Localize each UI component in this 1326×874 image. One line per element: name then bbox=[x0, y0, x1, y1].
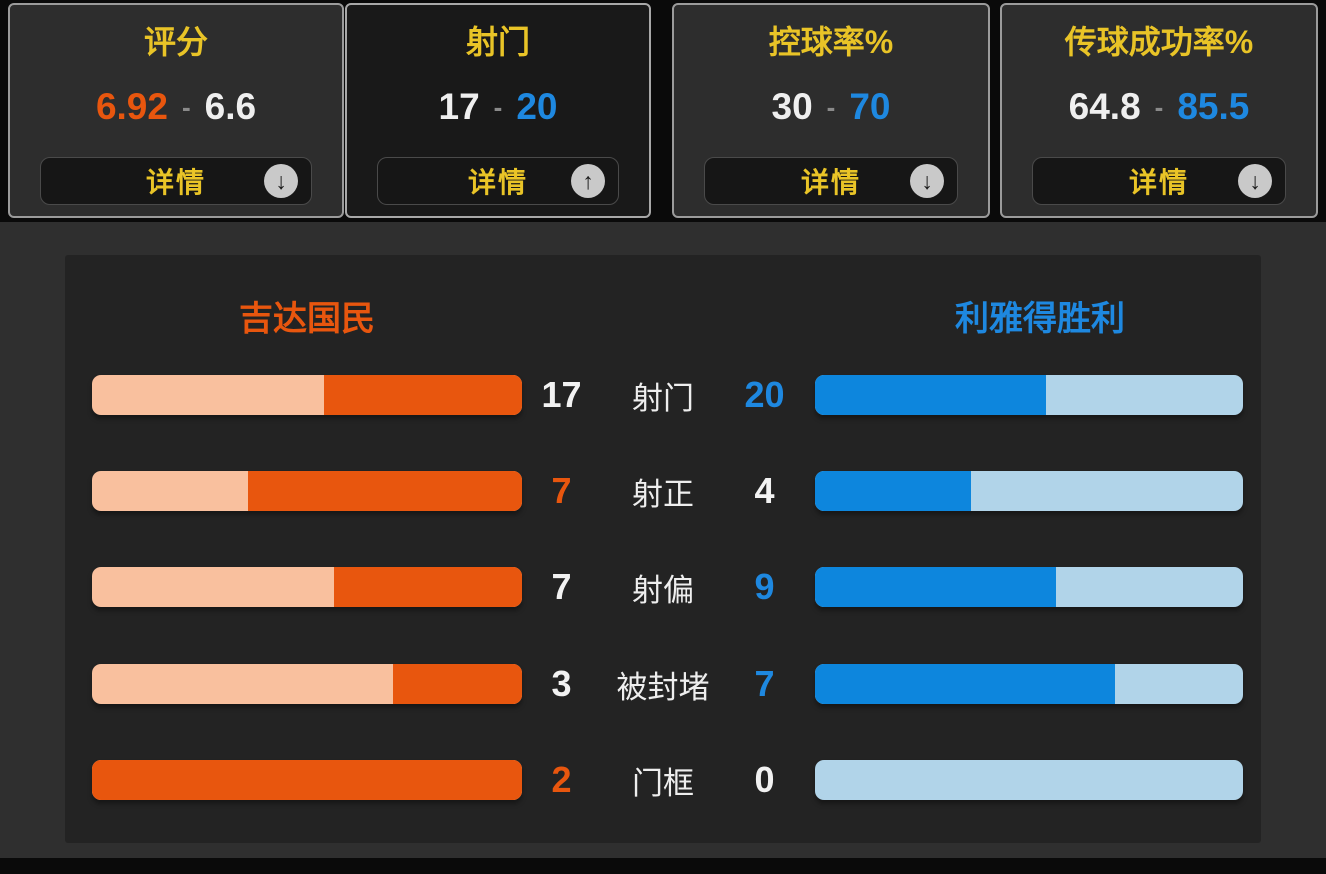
stat-tabs-bar: 评分 6.92 - 6.6 详情 ↓ 射门 17 - 20 详情 ↑ bbox=[0, 0, 1326, 222]
stat-label: 射正 bbox=[632, 476, 694, 512]
tab-possession[interactable]: 控球率% 30 - 70 详情 ↓ bbox=[672, 3, 990, 218]
away-stat-value: 4 bbox=[754, 470, 775, 511]
details-button[interactable]: 详情 ↓ bbox=[40, 157, 312, 205]
home-bar bbox=[92, 471, 522, 511]
away-value: 20 bbox=[516, 86, 558, 127]
home-stat-value: 3 bbox=[551, 663, 572, 704]
away-bar bbox=[815, 471, 1243, 511]
tab-values: 64.8 - 85.5 bbox=[1002, 81, 1316, 133]
details-button[interactable]: 详情 ↑ bbox=[377, 157, 619, 205]
home-stat-value: 7 bbox=[551, 470, 572, 511]
away-bar bbox=[815, 567, 1243, 607]
stat-label: 被封堵 bbox=[616, 669, 710, 705]
away-value: 6.6 bbox=[204, 86, 257, 127]
away-stat-value: 0 bbox=[754, 759, 775, 800]
home-bar bbox=[92, 664, 522, 704]
stat-row-blocked: 3 被封堵 7 bbox=[65, 663, 1261, 705]
away-bar bbox=[815, 664, 1243, 704]
stat-label: 射偏 bbox=[632, 572, 694, 608]
details-button-label: 详情 bbox=[1128, 167, 1189, 198]
tab-rating[interactable]: 评分 6.92 - 6.6 详情 ↓ bbox=[8, 3, 344, 218]
value-separator: - bbox=[493, 91, 503, 122]
tab-title: 传球成功率% bbox=[1064, 24, 1254, 60]
down-arrow-icon: ↓ bbox=[1238, 164, 1272, 198]
tab-values: 30 - 70 bbox=[674, 81, 988, 133]
details-button-label: 详情 bbox=[467, 167, 528, 198]
tab-title: 评分 bbox=[143, 24, 208, 60]
details-button[interactable]: 详情 ↓ bbox=[1032, 157, 1286, 205]
home-value: 6.92 bbox=[95, 86, 168, 127]
down-arrow-icon: ↓ bbox=[910, 164, 944, 198]
page-bottom-edge bbox=[0, 858, 1326, 874]
shots-detail-panel: 吉达国民 利雅得胜利 17 射门 20 7 射正 4 7 射偏 9 bbox=[65, 255, 1261, 843]
away-stat-value: 7 bbox=[754, 663, 775, 704]
stat-label: 射门 bbox=[632, 380, 694, 416]
tab-pass-success[interactable]: 传球成功率% 64.8 - 85.5 详情 ↓ bbox=[1000, 3, 1318, 218]
tab-values: 6.92 - 6.6 bbox=[10, 81, 342, 133]
tab-values: 17 - 20 bbox=[347, 81, 649, 133]
home-team-name: 吉达国民 bbox=[239, 300, 375, 338]
details-button[interactable]: 详情 ↓ bbox=[704, 157, 958, 205]
stat-row-woodwork: 2 门框 0 bbox=[65, 759, 1261, 801]
home-value: 17 bbox=[438, 86, 480, 127]
home-stat-value: 7 bbox=[551, 566, 572, 607]
away-bar bbox=[815, 760, 1243, 800]
stat-row-on-target: 7 射正 4 bbox=[65, 470, 1261, 512]
value-separator: - bbox=[826, 91, 836, 122]
tab-title: 控球率% bbox=[768, 24, 894, 60]
home-stat-value: 2 bbox=[551, 759, 572, 800]
away-team-name: 利雅得胜利 bbox=[955, 300, 1125, 338]
away-value: 85.5 bbox=[1177, 86, 1250, 127]
home-value: 30 bbox=[771, 86, 813, 127]
home-bar bbox=[92, 375, 522, 415]
away-stat-value: 9 bbox=[754, 566, 775, 607]
tab-title: 射门 bbox=[465, 24, 530, 60]
value-separator: - bbox=[181, 91, 191, 122]
details-button-label: 详情 bbox=[800, 167, 861, 198]
stat-row-off-target: 7 射偏 9 bbox=[65, 566, 1261, 608]
away-stat-value: 20 bbox=[744, 374, 785, 415]
stat-label: 门框 bbox=[632, 765, 694, 801]
tab-shots[interactable]: 射门 17 - 20 详情 ↑ bbox=[345, 3, 651, 218]
details-button-label: 详情 bbox=[145, 167, 206, 198]
up-arrow-icon: ↑ bbox=[571, 164, 605, 198]
stat-row-shots: 17 射门 20 bbox=[65, 374, 1261, 416]
home-stat-value: 17 bbox=[541, 374, 582, 415]
details-content-area: 吉达国民 利雅得胜利 17 射门 20 7 射正 4 7 射偏 9 bbox=[0, 222, 1326, 858]
down-arrow-icon: ↓ bbox=[264, 164, 298, 198]
away-bar bbox=[815, 375, 1243, 415]
home-bar bbox=[92, 760, 522, 800]
home-value: 64.8 bbox=[1068, 86, 1141, 127]
away-value: 70 bbox=[849, 86, 891, 127]
value-separator: - bbox=[1154, 91, 1164, 122]
home-bar bbox=[92, 567, 522, 607]
